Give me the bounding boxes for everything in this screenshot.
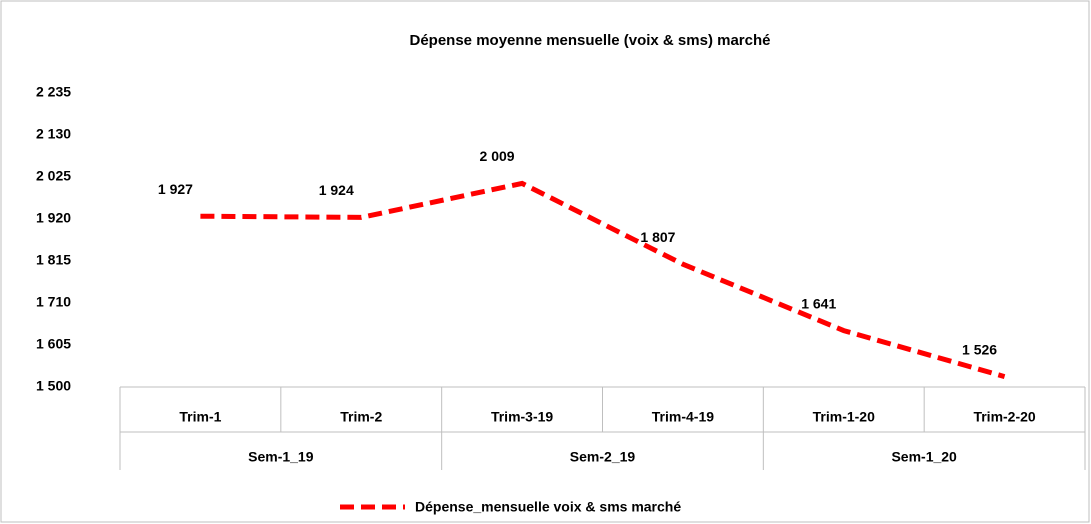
- x-tick-label: Trim-2-20: [973, 409, 1035, 425]
- group-label: Sem-1_19: [248, 449, 314, 465]
- data-label: 1 807: [640, 229, 675, 245]
- y-tick-label: 1 920: [36, 210, 71, 226]
- data-label: 1 526: [962, 341, 997, 357]
- data-label: 2 009: [480, 148, 515, 164]
- x-tick-label: Trim-3-19: [491, 409, 553, 425]
- y-tick-label: 2 235: [36, 84, 71, 100]
- y-tick-label: 1 710: [36, 294, 71, 310]
- data-label: 1 924: [319, 182, 354, 198]
- group-label: Sem-2_19: [570, 449, 636, 465]
- y-tick-label: 1 815: [36, 252, 71, 268]
- line-series: [200, 180, 1006, 380]
- chart-title: Dépense moyenne mensuelle (voix & sms) m…: [410, 32, 771, 49]
- x-tick-label: Trim-1: [179, 409, 221, 425]
- y-tick-label: 2 130: [36, 126, 71, 142]
- y-tick-label: 1 500: [36, 378, 71, 394]
- data-label: 1 641: [801, 295, 836, 311]
- data-label: 1 927: [158, 181, 193, 197]
- group-label: Sem-1_20: [891, 449, 957, 465]
- y-tick-label: 2 025: [36, 168, 71, 184]
- x-tick-label: Trim-2: [340, 409, 382, 425]
- y-tick-label: 1 605: [36, 336, 71, 352]
- x-tick-label: Trim-1-20: [813, 409, 875, 425]
- legend-label: Dépense_mensuelle voix & sms marché: [415, 499, 681, 515]
- x-tick-label: Trim-4-19: [652, 409, 714, 425]
